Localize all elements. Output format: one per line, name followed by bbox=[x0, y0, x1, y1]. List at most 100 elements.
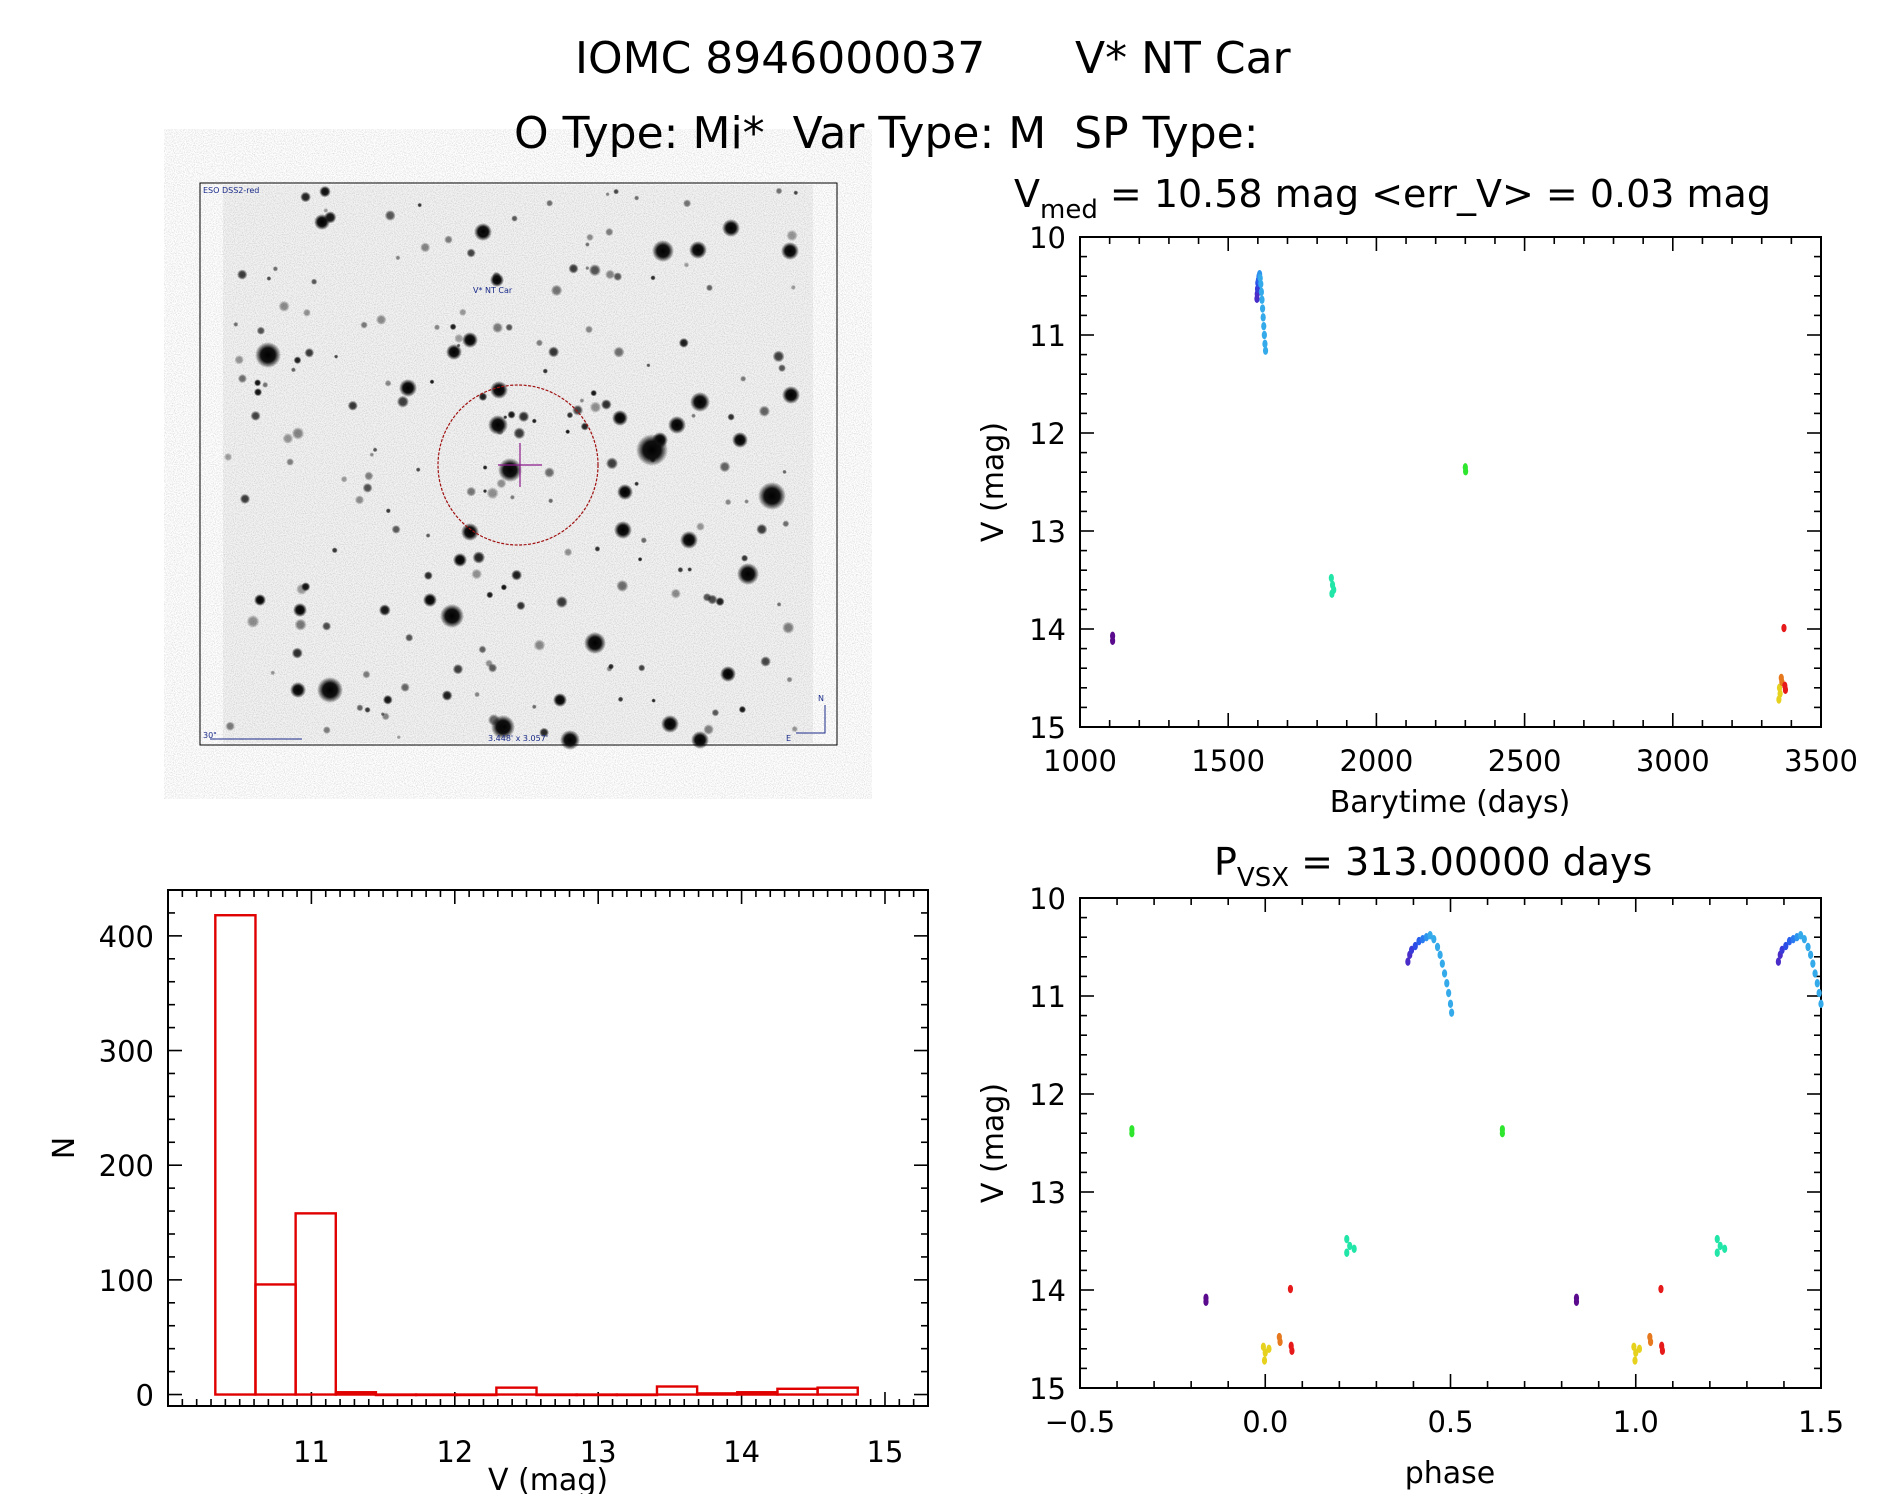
star bbox=[317, 677, 343, 703]
star bbox=[487, 714, 500, 726]
star bbox=[544, 467, 555, 478]
star bbox=[454, 333, 464, 344]
star bbox=[429, 379, 435, 385]
star bbox=[291, 427, 305, 440]
data-point bbox=[1110, 636, 1116, 645]
star bbox=[423, 571, 433, 581]
star bbox=[441, 690, 453, 701]
y-tick-label: 12 bbox=[1029, 417, 1066, 451]
star bbox=[449, 323, 457, 331]
data-point bbox=[1444, 979, 1450, 988]
star bbox=[651, 698, 656, 703]
star bbox=[382, 694, 393, 705]
star bbox=[233, 321, 239, 327]
data-point bbox=[1446, 988, 1452, 998]
star bbox=[737, 563, 759, 585]
star bbox=[324, 211, 337, 224]
star bbox=[331, 547, 338, 554]
y-tick-label: 0 bbox=[136, 1379, 154, 1413]
data-point bbox=[1573, 1297, 1580, 1306]
star bbox=[433, 324, 441, 331]
star bbox=[605, 269, 616, 280]
star bbox=[605, 227, 614, 237]
star bbox=[617, 696, 624, 703]
star bbox=[478, 645, 487, 654]
y-tick-label: 100 bbox=[99, 1264, 154, 1298]
star bbox=[477, 224, 490, 238]
star bbox=[782, 386, 800, 404]
star bbox=[706, 284, 713, 292]
star bbox=[471, 568, 483, 580]
finder-image: ESO DSS2-red V* NT Car 30" 3.448' x 3.05… bbox=[199, 182, 838, 750]
star bbox=[456, 343, 461, 348]
phased-points bbox=[1129, 931, 1824, 1365]
star bbox=[683, 262, 690, 268]
y-tick-label: 14 bbox=[1029, 1274, 1066, 1308]
star bbox=[384, 379, 392, 387]
star bbox=[262, 381, 269, 388]
star bbox=[499, 720, 512, 733]
star bbox=[237, 269, 248, 280]
star bbox=[687, 567, 693, 572]
histogram-bar bbox=[736, 1391, 779, 1396]
star bbox=[565, 429, 571, 435]
star bbox=[461, 523, 479, 541]
data-point bbox=[1722, 1244, 1728, 1254]
star bbox=[778, 364, 786, 373]
star bbox=[550, 284, 563, 297]
data-point bbox=[1714, 1234, 1720, 1244]
x-tick-label: 13 bbox=[580, 1435, 617, 1469]
data-point bbox=[1329, 589, 1335, 598]
phased-title: PVSX = 313.00000 days bbox=[1214, 840, 1652, 893]
star bbox=[420, 242, 431, 253]
star bbox=[590, 389, 597, 397]
star bbox=[535, 339, 544, 347]
star bbox=[793, 190, 799, 196]
data-point bbox=[1805, 942, 1811, 952]
data-point bbox=[1783, 941, 1789, 951]
star bbox=[474, 691, 480, 698]
phased-axes bbox=[1079, 897, 1822, 1389]
histogram-panel: 11 12 13 14 15 0 100 200 300 400 V (mag) N bbox=[47, 889, 929, 1494]
star bbox=[563, 548, 573, 557]
star bbox=[224, 452, 233, 462]
star bbox=[362, 482, 373, 493]
star bbox=[638, 664, 646, 672]
star bbox=[617, 484, 633, 500]
data-point bbox=[1261, 321, 1267, 331]
star bbox=[782, 469, 787, 475]
lightcurve-points bbox=[1110, 270, 1789, 704]
histogram-ylabel: N bbox=[47, 1137, 82, 1159]
star bbox=[472, 551, 486, 564]
data-point bbox=[1129, 1129, 1135, 1138]
data-point bbox=[1347, 1241, 1353, 1251]
star bbox=[459, 308, 467, 317]
x-tick-label: 3500 bbox=[1784, 744, 1858, 778]
y-tick-label: 14 bbox=[1029, 613, 1066, 647]
star bbox=[300, 191, 311, 203]
x-tick-label: 2500 bbox=[1488, 744, 1562, 778]
y-tick-label: 10 bbox=[1029, 221, 1066, 255]
star bbox=[400, 682, 410, 693]
star bbox=[711, 708, 720, 717]
histogram-bar bbox=[575, 1393, 619, 1397]
x-tick-label: 2000 bbox=[1339, 744, 1413, 778]
star bbox=[266, 276, 272, 281]
star bbox=[511, 569, 523, 581]
star bbox=[758, 482, 786, 510]
x-tick-label: −0.5 bbox=[1045, 1405, 1115, 1439]
star bbox=[634, 195, 640, 201]
star bbox=[364, 471, 374, 481]
data-point bbox=[1814, 979, 1820, 988]
figure-header: IOMC 8946000037 V* NT Car O Type: Mi* Va… bbox=[514, 33, 1292, 159]
star bbox=[354, 495, 365, 505]
star bbox=[254, 379, 262, 387]
lightcurve-panel: Vmed = 10.58 mag <err_V> = 0.03 mag 1000… bbox=[976, 172, 1858, 820]
star bbox=[613, 346, 625, 358]
x-tick-label: 0.5 bbox=[1427, 1405, 1473, 1439]
star bbox=[378, 604, 391, 616]
data-point bbox=[1427, 931, 1433, 940]
star bbox=[586, 233, 594, 242]
star bbox=[531, 418, 537, 424]
